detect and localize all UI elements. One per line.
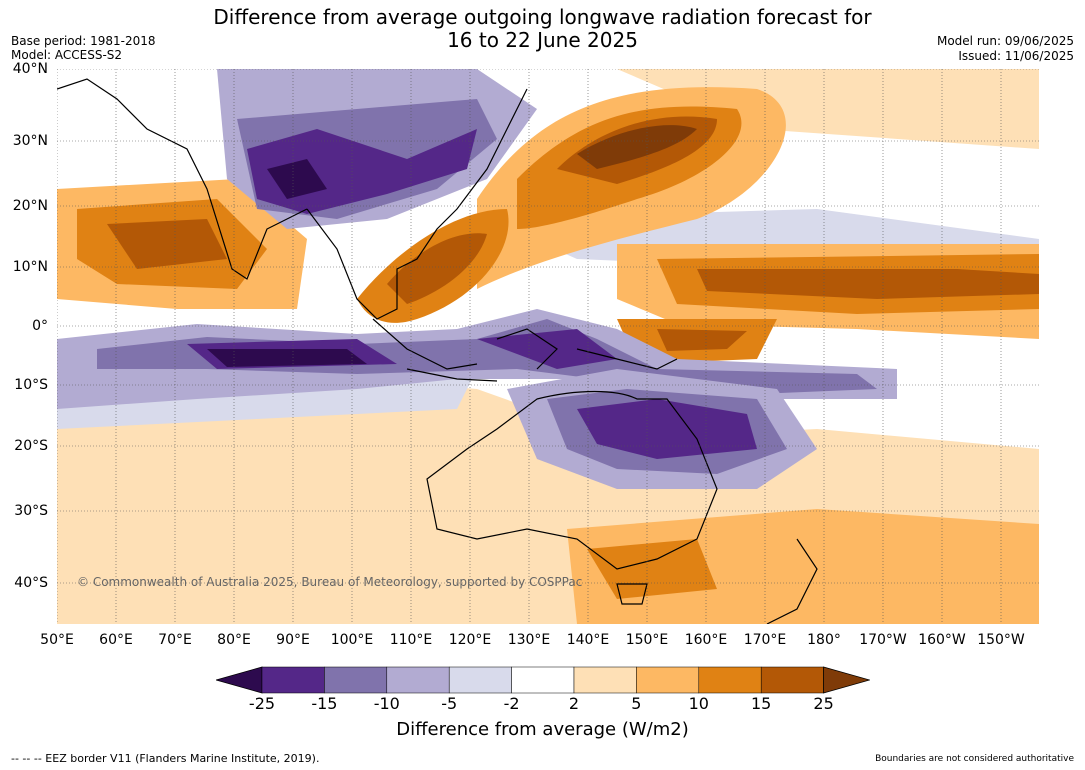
lat-label: 40°N xyxy=(12,61,48,77)
coastlines xyxy=(57,78,818,624)
lon-label: 140°E xyxy=(566,632,610,648)
lat-label: 0° xyxy=(32,318,48,334)
negative-anomaly-regions xyxy=(57,69,897,489)
colorbar-tick: -5 xyxy=(441,694,458,713)
colorbar-arrow-low xyxy=(216,666,263,694)
lon-label: 130°E xyxy=(507,632,551,648)
lon-label: 100°E xyxy=(330,632,374,648)
lon-label: 110°E xyxy=(389,632,433,648)
lat-label: 30°S xyxy=(14,503,48,519)
colorbar-tick: 10 xyxy=(688,694,709,713)
lat-label: 30°N xyxy=(12,133,48,149)
lon-label: 160°E xyxy=(684,632,728,648)
colorbar-tick: -25 xyxy=(248,694,276,713)
lon-label: 170°W xyxy=(859,632,907,648)
lon-label: 90°E xyxy=(276,632,310,648)
eez-note: -- -- -- EEZ border V11 (Flanders Marine… xyxy=(11,752,320,765)
colorbar-tick: 5 xyxy=(631,694,642,713)
colorbar-segment xyxy=(636,666,700,694)
model-name: Model: ACCESS-S2 xyxy=(11,48,123,62)
lon-label: 170°E xyxy=(743,632,787,648)
base-period: Base period: 1981-2018 xyxy=(11,34,156,48)
colorbar-segment xyxy=(261,666,325,694)
map-title-line1: Difference from average outgoing longwav… xyxy=(213,5,872,29)
colorbar-tick: -2 xyxy=(503,694,520,713)
colorbar-tick: -15 xyxy=(311,694,338,713)
boundaries-note: Boundaries are not considered authoritat… xyxy=(875,754,1074,764)
colorbar-segment xyxy=(511,666,575,694)
lat-label: 10°N xyxy=(12,259,48,275)
lon-label: 180° xyxy=(807,632,841,648)
model-run: Model run: 09/06/2025 xyxy=(936,34,1074,48)
colorbar-segment xyxy=(448,666,512,694)
colorbar-segment xyxy=(760,666,824,694)
colorbar-tick: -10 xyxy=(373,694,400,713)
lon-label: 150°W xyxy=(977,632,1025,648)
colorbar-title: Difference from average (W/m2) xyxy=(396,719,689,740)
lon-label: 150°E xyxy=(625,632,669,648)
olr-anomaly-map: © Commonwealth of Australia 2025, Bureau… xyxy=(57,69,1039,624)
colorbar-segment xyxy=(324,666,388,694)
lon-label: 120°E xyxy=(448,632,492,648)
colorbar-arrow-high xyxy=(823,666,870,694)
graticule xyxy=(57,69,1039,624)
issued-date: Issued: 11/06/2025 xyxy=(958,49,1074,63)
lon-label: 50°E xyxy=(40,632,74,648)
colorbar-segment xyxy=(386,666,450,694)
lon-label: 70°E xyxy=(158,632,192,648)
lat-label: 40°S xyxy=(14,575,48,591)
positive-anomaly-regions xyxy=(57,87,1039,624)
colorbar-tick: 2 xyxy=(568,694,580,713)
lat-label: 20°S xyxy=(14,438,48,454)
colorbar-tick: 15 xyxy=(751,694,772,713)
colorbar-segment xyxy=(573,666,637,694)
map-title-line2: 16 to 22 June 2025 xyxy=(447,28,638,52)
copyright-text: © Commonwealth of Australia 2025, Bureau… xyxy=(77,575,582,589)
colorbar-tick: 25 xyxy=(813,694,834,713)
lon-label: 160°W xyxy=(918,632,966,648)
lon-label: 80°E xyxy=(217,632,251,648)
colorbar xyxy=(216,666,870,694)
lon-label: 60°E xyxy=(99,632,133,648)
colorbar-segment xyxy=(698,666,762,694)
lat-label: 20°N xyxy=(12,198,48,214)
lat-label: 10°S xyxy=(14,377,48,393)
